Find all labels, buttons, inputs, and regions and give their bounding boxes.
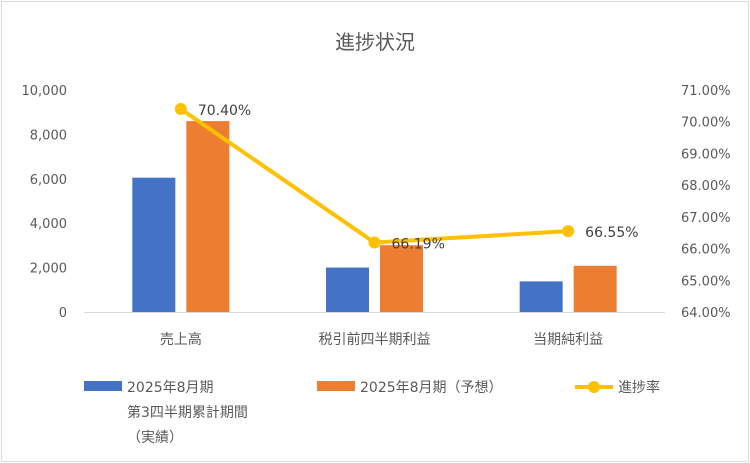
- progress-rate-data-label: 70.40%: [198, 103, 251, 119]
- plot-area: 0 2,000 4,000 6,000 8,000 10,000 64.00% 65.00% 6…: [22, 84, 731, 348]
- progress-rate-point: [368, 236, 381, 249]
- legend-label-progress: 進捗率: [618, 379, 660, 396]
- legend-label-actual: （実績）: [127, 430, 183, 446]
- progress-rate-data-label: 66.55%: [585, 225, 638, 241]
- legend-swatch-forecast: [317, 381, 355, 391]
- y-right-tick-label: 64.00%: [681, 306, 731, 321]
- x-category-label: 税引前四半期利益: [319, 331, 431, 348]
- x-category-label: 当期純利益: [533, 332, 603, 348]
- chart-title: 進捗状況: [335, 30, 415, 54]
- bar-actual-1: [326, 267, 369, 312]
- x-category-label: 売上高: [160, 331, 202, 348]
- progress-rate-data-label: 66.19%: [392, 237, 445, 253]
- y-left-tick-label: 8,000: [30, 128, 67, 143]
- bar-actual-2: [519, 281, 563, 312]
- y-left-tick-label: 0: [59, 306, 67, 321]
- y-left-tick-label: 10,000: [22, 84, 68, 99]
- progress-rate-point: [562, 225, 575, 238]
- y-left-tick-label: 2,000: [30, 262, 67, 277]
- y-right-tick-label: 65.00%: [681, 274, 731, 289]
- legend-label-forecast: 2025年8月期（予想）: [360, 380, 503, 396]
- bar-actual-0: [132, 177, 176, 312]
- y-right-tick-label: 69.00%: [681, 147, 731, 162]
- y-right-tick-label: 70.00%: [681, 116, 731, 131]
- legend-label-actual: 第3四半期累計期間: [127, 404, 248, 421]
- y-right-tick-label: 71.00%: [681, 84, 731, 99]
- y-right-tick-label: 67.00%: [681, 211, 731, 226]
- bar-forecast-1: [380, 245, 423, 312]
- bar-forecast-2: [573, 265, 617, 312]
- y-left-tick-label: 6,000: [30, 173, 67, 188]
- bar-forecast-0: [186, 121, 230, 312]
- y-right-tick-label: 68.00%: [681, 179, 731, 194]
- legend-swatch-actual: [84, 381, 122, 391]
- progress-rate-line: [179, 107, 569, 245]
- legend-label-actual: 2025年8月期: [127, 380, 214, 396]
- y-right-tick-label: 66.00%: [681, 243, 731, 258]
- y-left-tick-label: 4,000: [30, 217, 67, 232]
- progress-rate-point: [174, 103, 187, 116]
- legend-swatch-progress-marker: [588, 381, 600, 393]
